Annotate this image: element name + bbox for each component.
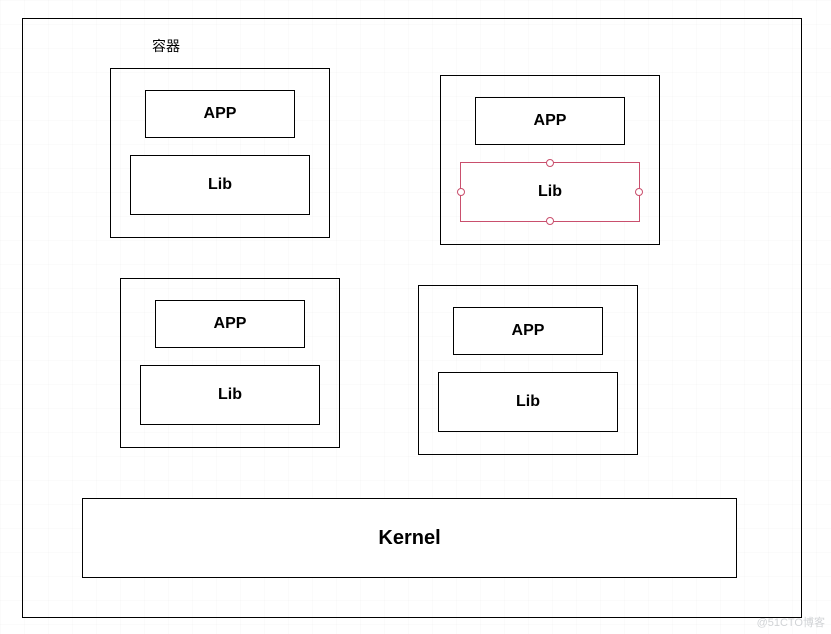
diagram-canvas: 容器 APP Lib APP Lib APP Lib APP Lib Kernel @51CT… bbox=[0, 0, 831, 634]
lib-box-label: Lib bbox=[218, 386, 242, 404]
lib-box-label: Lib bbox=[516, 393, 540, 411]
app-box: APP bbox=[475, 97, 625, 145]
watermark-text: @51CTO博客 bbox=[757, 614, 825, 630]
lib-box: Lib bbox=[130, 155, 310, 215]
lib-box: Lib bbox=[140, 365, 320, 425]
lib-box: Lib bbox=[438, 372, 618, 432]
app-box: APP bbox=[453, 307, 603, 355]
app-box-label: APP bbox=[534, 112, 567, 130]
app-box-label: APP bbox=[214, 315, 247, 333]
app-box: APP bbox=[155, 300, 305, 348]
lib-box-label: Lib bbox=[538, 183, 562, 201]
kernel-label: Kernel bbox=[378, 527, 440, 550]
lib-box[interactable]: Lib bbox=[460, 162, 640, 222]
diagram-title: 容器 bbox=[152, 36, 180, 56]
app-box: APP bbox=[145, 90, 295, 138]
kernel-box: Kernel bbox=[82, 498, 737, 578]
lib-box-label: Lib bbox=[208, 176, 232, 194]
app-box-label: APP bbox=[512, 322, 545, 340]
app-box-label: APP bbox=[204, 105, 237, 123]
